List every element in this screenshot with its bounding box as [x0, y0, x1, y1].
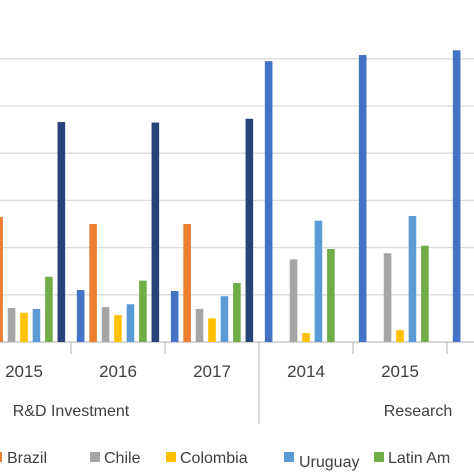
bar-argentina-2014: [264, 61, 273, 342]
x-tick-label: 2015: [381, 362, 419, 381]
bar-chile-2015: [7, 308, 16, 342]
bar-uruguay-2015: [408, 215, 417, 342]
bar-uruguay-2016: [126, 304, 135, 342]
bar-colombia-2016: [114, 315, 122, 342]
bar-colombia-2015: [20, 312, 28, 342]
bar-argentina-2016: [452, 50, 461, 342]
legend-label: Colombia: [180, 450, 248, 467]
legend-label: Latin Am: [388, 450, 450, 467]
legend: Brazil Chile Colombia Uruguay Latin Am: [0, 450, 450, 471]
bar-uruguay-2017: [220, 296, 229, 342]
bar-uruguay-2015: [32, 308, 41, 342]
bar-latin-america-2015: [421, 245, 429, 342]
bar-latin-america-2016: [139, 280, 147, 342]
bar-series-6-2016: [151, 122, 160, 343]
bar-chile-2014: [289, 259, 298, 342]
bar-colombia-2014: [302, 333, 310, 342]
legend-label: Chile: [104, 450, 141, 467]
bars: [0, 50, 461, 343]
bar-brazil-2017: [183, 224, 191, 342]
bar-brazil-2015: [0, 216, 3, 342]
x-tick-label: 2014: [287, 362, 325, 381]
x-group-label: R&D Investment: [13, 403, 130, 420]
bar-argentina-2017: [170, 291, 179, 342]
bar-latin-america-2014: [327, 249, 335, 342]
legend-label: Uruguay: [299, 454, 359, 471]
bar-colombia-2017: [208, 318, 216, 342]
legend-swatch: [90, 452, 100, 462]
bar-chile-2016: [101, 307, 110, 342]
x-tick-label: 2015: [5, 362, 43, 381]
bar-series-6-2015: [57, 122, 66, 342]
bar-chile-2015: [383, 253, 392, 342]
legend-swatch: [284, 452, 294, 462]
legend-label: Brazil: [7, 450, 47, 467]
legend-swatch: [0, 452, 2, 462]
bar-brazil-2016: [89, 224, 97, 342]
bar-uruguay-2014: [314, 220, 323, 342]
bar-chile-2017: [195, 308, 204, 342]
x-tick-label: 2016: [99, 362, 137, 381]
legend-swatch: [374, 452, 384, 462]
bar-argentina-2015: [358, 55, 367, 343]
x-axis: 201520162017201420152016R&D InvestmentRe…: [5, 342, 452, 424]
bar-latin-america-2017: [233, 283, 241, 342]
bar-argentina-2016: [76, 290, 85, 342]
legend-swatch: [166, 452, 176, 462]
bar-colombia-2015: [396, 330, 404, 342]
bar-series-6-2017: [245, 118, 254, 342]
x-group-label: Research: [384, 403, 452, 420]
bar-latin-america-2015: [45, 276, 53, 342]
x-tick-label: 2017: [193, 362, 231, 381]
